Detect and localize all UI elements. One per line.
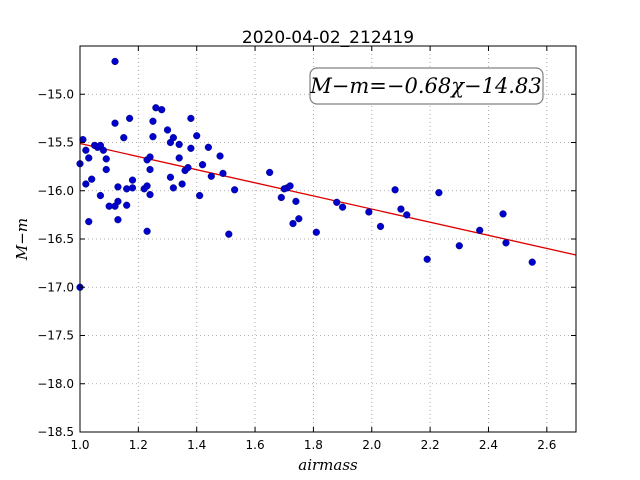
data-point	[102, 155, 110, 163]
data-point	[187, 114, 195, 122]
data-point	[111, 119, 119, 127]
data-point	[114, 197, 122, 205]
data-point	[333, 198, 341, 206]
data-point	[114, 183, 122, 191]
y-tick-label: −17.5	[37, 329, 74, 343]
annotation-box	[309, 67, 544, 105]
data-point	[146, 153, 154, 161]
data-point	[85, 154, 93, 162]
x-tick-label: 2.6	[537, 438, 556, 452]
data-point	[102, 165, 110, 174]
data-point	[502, 239, 510, 247]
data-point	[120, 134, 128, 142]
data-point	[391, 186, 399, 194]
data-point	[175, 154, 183, 162]
x-tick-label: 1.6	[246, 438, 265, 452]
data-point	[207, 172, 215, 180]
data-point	[204, 143, 212, 151]
data-point	[163, 126, 172, 134]
data-point	[499, 210, 507, 218]
data-point	[196, 191, 204, 200]
data-point	[143, 182, 151, 190]
data-point	[216, 152, 224, 160]
data-point	[193, 132, 201, 140]
data-point	[85, 218, 93, 226]
data-point	[219, 169, 227, 177]
data-point	[231, 186, 239, 194]
y-tick-labels: −15.0 −15.5 −16.0 −16.5 −17.0 −17.5 −18.0 −18.5	[37, 87, 74, 439]
data-point	[397, 205, 405, 213]
data-point	[198, 161, 207, 169]
data-point	[169, 184, 177, 192]
data-point	[111, 57, 119, 66]
x-tick-label: 2.4	[479, 438, 498, 452]
data-point	[292, 197, 300, 205]
data-point	[88, 175, 96, 183]
data-point	[365, 208, 373, 216]
data-point	[376, 222, 385, 231]
y-tick-label: −17.0	[37, 280, 74, 294]
x-tick-label: 1.2	[129, 438, 148, 452]
data-point	[82, 180, 90, 188]
data-point	[143, 227, 151, 235]
fit-equation-box: M−m=−0.68χ−14.83	[309, 67, 544, 105]
data-point	[149, 117, 157, 125]
data-point	[528, 258, 536, 266]
data-point	[286, 182, 294, 190]
y-axis-label: M−m	[13, 218, 31, 261]
data-point	[423, 255, 431, 263]
data-points	[76, 57, 536, 291]
x-tick-label: 2.0	[362, 438, 381, 452]
x-tick-label: 2.2	[421, 438, 440, 452]
chart-title: 2020-04-02_212419	[242, 28, 414, 48]
y-tick-label: −18.0	[37, 377, 74, 391]
data-point	[476, 226, 484, 234]
x-tick-label: 1.0	[70, 438, 89, 452]
data-point	[312, 228, 320, 236]
y-tick-label: −15.5	[37, 136, 74, 150]
data-point	[403, 211, 411, 219]
data-point	[96, 191, 105, 200]
x-tick-label: 1.4	[187, 438, 206, 452]
data-point	[114, 216, 122, 224]
data-point	[184, 163, 192, 172]
data-point	[178, 180, 186, 188]
data-point	[187, 144, 195, 152]
axis-ticks	[79, 46, 576, 433]
y-tick-label: −15.0	[37, 87, 74, 101]
data-point	[128, 176, 137, 184]
data-point	[175, 140, 183, 149]
data-point	[455, 242, 463, 250]
data-point	[126, 114, 134, 122]
data-point	[435, 189, 443, 197]
data-point	[99, 146, 107, 154]
fit-equation-text: M−m=−0.68χ−14.83	[309, 74, 541, 98]
y-tick-label: −16.5	[37, 232, 74, 246]
data-point	[146, 191, 154, 199]
data-point	[79, 136, 87, 144]
data-point	[225, 230, 233, 238]
fit-line-group	[79, 142, 577, 256]
fit-line	[79, 142, 577, 256]
y-tick-label: −18.5	[37, 425, 74, 439]
data-point	[338, 203, 347, 211]
data-point	[82, 146, 90, 154]
data-point	[277, 193, 285, 202]
data-point	[123, 201, 131, 209]
data-point	[289, 219, 297, 228]
data-point	[149, 133, 157, 141]
data-point	[158, 106, 166, 114]
data-point	[166, 173, 175, 181]
data-point	[266, 168, 274, 177]
data-point	[146, 165, 154, 174]
x-axis-label: airmass	[298, 456, 358, 474]
x-tick-label: 1.8	[304, 438, 323, 452]
y-tick-label: −16.0	[37, 184, 74, 198]
data-point	[169, 134, 177, 142]
data-point	[295, 215, 303, 223]
data-point	[128, 184, 137, 192]
x-tick-labels: 1.0 1.2 1.4 1.6 1.8 2.0 2.2 2.4 2.6	[70, 438, 556, 452]
